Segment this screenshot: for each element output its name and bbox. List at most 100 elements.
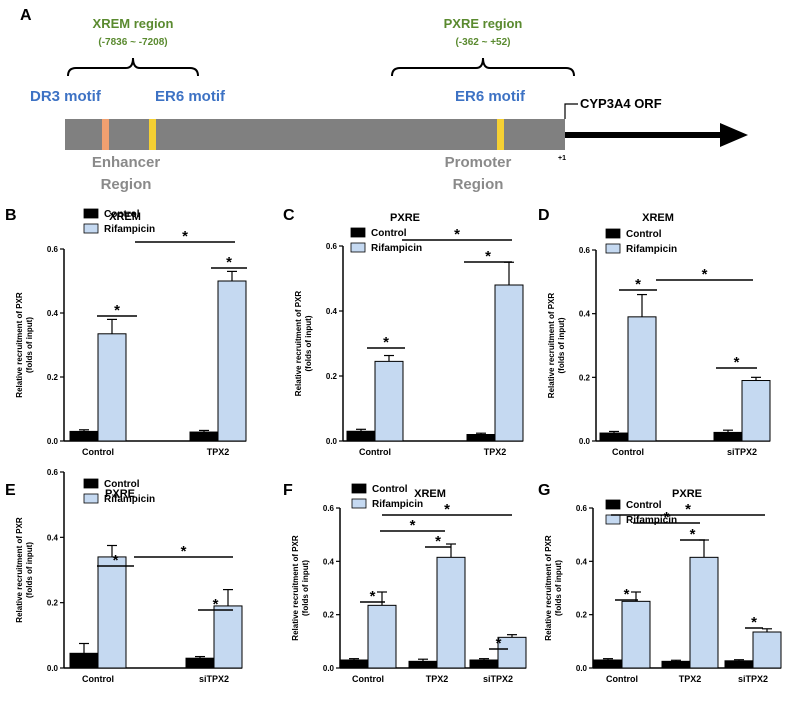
significance-star: * [685,501,691,518]
bar-control-tpx2 [466,434,496,442]
y-tick-label: 0.2 [47,373,59,382]
orf-arrow-head [720,123,748,147]
er6-motif-right-label: ER6 motif [455,88,526,105]
dr3-motif-label: DR3 motif [30,88,102,105]
panel-letter-a: A [20,7,32,24]
significance-star: * [114,302,120,319]
panel-letter: E [5,482,16,499]
legend-label-rifampicin: Rifampicin [626,515,677,526]
bar-rifampicin-control [367,604,397,669]
legend-label-rifampicin: Rifampicin [371,243,422,254]
legend-label-control: Control [104,209,140,220]
legend-swatch-rifampicin [83,493,99,504]
legend-label-control: Control [371,228,407,239]
bar-rifampicin-control [621,600,651,669]
y-tick-label: 0.4 [579,310,591,319]
legend-swatch-rifampicin [350,242,366,253]
x-tick-label: TPX2 [426,674,449,684]
y-tick-label: 0.2 [323,611,335,620]
chart-panel-g: G PXRE 0.0 0.2 0.4 0.6 Relative recruitment of… [538,482,782,684]
chart-title: PXRE [105,488,135,500]
significance-star: * [182,228,188,245]
orf-label: CYP3A4 ORF [580,96,662,111]
legend-swatch-control [605,499,621,510]
significance-star: * [751,614,757,631]
bar-rifampicin-control [97,556,127,669]
significance-star: * [454,226,460,243]
significance-star: * [702,266,708,283]
y-tick-label: 0.2 [579,373,591,382]
y-tick-label: 0.0 [326,437,338,446]
significance-star: * [496,635,502,652]
x-tick-label: siTPX2 [199,674,229,684]
legend-label-control: Control [104,479,140,490]
significance-star: * [635,276,641,293]
y-tick-label: 0.6 [47,468,59,477]
chart-panel-b: B XREM 0.0 0.2 0.4 0.6 Relative recruitment of… [5,207,247,457]
er6-motif-right-mark [497,119,504,150]
y-tick-label: 0.2 [326,372,338,381]
y-tick-label: 0.6 [326,242,338,251]
significance-star: * [383,334,389,351]
legend-label-rifampicin: Rifampicin [104,224,155,235]
y-tick-label: 0.6 [47,245,59,254]
y-tick-label: 0.4 [47,309,59,318]
significance-star: * [734,354,740,371]
bar-control-sitpx2 [469,659,499,669]
enhancer-label-line2: Region [101,176,152,193]
bar-rifampicin-control [627,316,657,442]
y-tick-label: 0.6 [323,504,335,513]
chart-title: XREM [109,211,141,223]
y-axis-label-line1: Relative recruitment of PXR [15,517,24,623]
significance-star: * [624,586,630,603]
x-tick-label: TPX2 [679,674,702,684]
legend-swatch-control [605,228,621,239]
promoter-label-line2: Region [453,176,504,193]
legend-swatch-rifampicin [351,498,367,509]
y-axis-label-line2: (folds of input) [554,560,563,616]
bar-rifampicin-control [97,333,127,442]
y-axis-label-line2: (folds of input) [25,317,34,373]
xrem-brace [67,57,199,77]
y-axis-label-line1: Relative recruitment of PXR [294,291,303,397]
legend-label-control: Control [626,500,662,511]
y-axis-label-line1: Relative recruitment of PXR [544,535,553,641]
x-tick-label: TPX2 [484,447,507,457]
dr3-motif-mark [102,119,109,150]
xrem-region-range: (-7836 ~ -7208) [98,37,167,48]
bar-rifampicin-sitpx2 [497,636,527,669]
y-tick-label: 0.6 [579,246,591,255]
significance-star: * [226,254,232,271]
legend-label-control: Control [372,484,408,495]
bar-rifampicin-tpx2 [436,556,466,669]
legend-swatch-control [83,208,99,219]
legend-swatch-rifampicin [83,223,99,234]
legend-swatch-rifampicin [605,243,621,254]
legend-label-rifampicin: Rifampicin [104,494,155,505]
legend-label-rifampicin: Rifampicin [626,244,677,255]
pxre-brace [391,57,575,77]
y-axis-label-line1: Relative recruitment of PXR [15,292,24,398]
y-tick-label: 0.4 [47,533,59,542]
chart-panel-c: C PXRE 0.0 0.2 0.4 0.6 Relative recruitment of… [283,207,524,457]
y-tick-label: 0.0 [579,437,591,446]
y-axis-label-line2: (folds of input) [557,317,566,373]
significance-star: * [444,501,450,518]
bar-rifampicin-tpx2 [217,280,247,442]
x-tick-label: Control [82,447,114,457]
bar-control-control [339,659,369,669]
x-tick-label: Control [82,674,114,684]
y-tick-label: 0.0 [323,664,335,673]
legend-swatch-control [350,227,366,238]
y-axis-label-line1: Relative recruitment of PXR [291,535,300,641]
y-axis-label-line1: Relative recruitment of PXR [547,293,556,399]
significance-star: * [410,517,416,534]
pxre-region-title: PXRE region [444,16,523,31]
tss-label: +1 [558,155,566,162]
y-axis-label-line2: (folds of input) [304,315,313,371]
x-tick-label: Control [359,447,391,457]
y-tick-label: 0.0 [47,664,59,673]
bar-rifampicin-sitpx2 [741,380,771,442]
legend-label-control: Control [626,229,662,240]
legend-swatch-control [351,483,367,494]
